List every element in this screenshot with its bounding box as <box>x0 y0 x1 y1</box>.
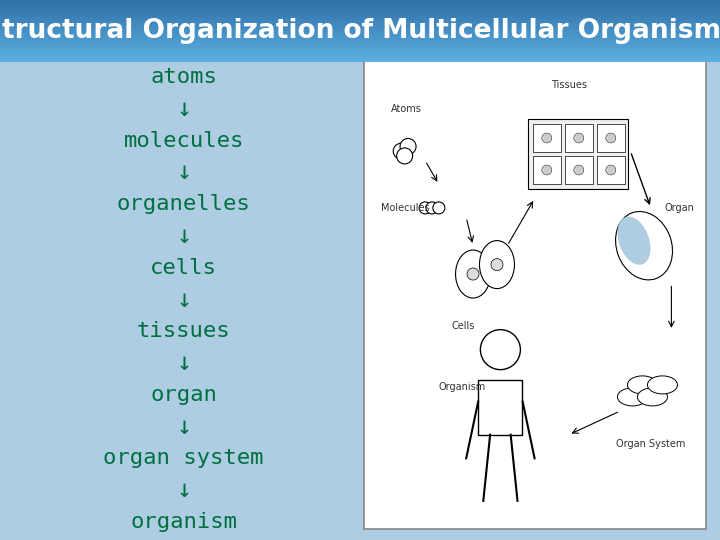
Text: Structural Organization of Multicellular Organisms: Structural Organization of Multicellular… <box>0 18 720 44</box>
Bar <box>0 12 720 14</box>
Circle shape <box>541 133 552 143</box>
Bar <box>533 156 561 184</box>
Bar <box>0 19 720 22</box>
Text: Organ System: Organ System <box>616 439 685 449</box>
Bar <box>0 23 720 25</box>
Bar <box>0 58 720 60</box>
Bar <box>0 60 720 62</box>
Ellipse shape <box>618 388 647 406</box>
Bar <box>0 42 720 43</box>
Text: organism: organism <box>130 512 237 532</box>
Circle shape <box>541 165 552 175</box>
Bar <box>0 0 720 2</box>
Bar <box>0 18 720 20</box>
Text: atoms: atoms <box>150 67 217 87</box>
Bar <box>0 10 720 12</box>
Bar <box>564 124 593 152</box>
Circle shape <box>467 268 479 280</box>
Bar <box>0 32 720 34</box>
Text: ↓: ↓ <box>176 97 191 121</box>
Bar <box>597 156 625 184</box>
Ellipse shape <box>627 376 657 394</box>
Bar <box>0 14 720 16</box>
Text: Cells: Cells <box>451 321 474 331</box>
Text: ↓: ↓ <box>176 415 191 438</box>
Ellipse shape <box>637 388 667 406</box>
Ellipse shape <box>618 217 651 265</box>
Text: ↓: ↓ <box>176 478 191 502</box>
Bar <box>564 156 593 184</box>
Text: Organism: Organism <box>439 382 486 393</box>
Text: ↓: ↓ <box>176 160 191 185</box>
Text: Molecules: Molecules <box>381 203 429 213</box>
Text: ↓: ↓ <box>176 351 191 375</box>
Circle shape <box>606 133 616 143</box>
Circle shape <box>397 148 413 164</box>
Bar <box>0 54 720 56</box>
Circle shape <box>480 329 521 370</box>
Bar <box>478 380 523 435</box>
Circle shape <box>433 202 445 214</box>
Text: Atoms: Atoms <box>391 104 422 114</box>
Bar <box>0 49 720 51</box>
Text: Tissues: Tissues <box>551 80 587 90</box>
Text: cells: cells <box>150 258 217 278</box>
Circle shape <box>574 133 584 143</box>
Circle shape <box>491 259 503 271</box>
Bar <box>0 43 720 45</box>
Circle shape <box>400 138 416 154</box>
Circle shape <box>393 143 409 159</box>
Bar <box>0 17 720 18</box>
Bar <box>533 124 561 152</box>
Bar <box>0 24 720 26</box>
Bar <box>0 7 720 9</box>
Bar <box>0 30 720 32</box>
Bar <box>0 40 720 42</box>
Bar <box>0 3 720 5</box>
Bar <box>0 48 720 50</box>
Bar <box>0 26 720 28</box>
Text: ↓: ↓ <box>176 287 191 312</box>
Circle shape <box>574 165 584 175</box>
Ellipse shape <box>616 212 672 280</box>
Bar <box>0 57 720 59</box>
Bar <box>0 6 720 8</box>
Bar <box>528 119 628 189</box>
Text: molecules: molecules <box>123 131 244 151</box>
Bar <box>0 9 720 11</box>
Bar <box>0 46 720 48</box>
Text: Organ: Organ <box>665 203 694 213</box>
Text: tissues: tissues <box>137 321 230 341</box>
Ellipse shape <box>480 241 515 288</box>
Bar <box>0 15 720 17</box>
Bar <box>0 4 720 6</box>
Circle shape <box>606 165 616 175</box>
Bar <box>0 28 720 30</box>
Ellipse shape <box>456 250 490 298</box>
Text: organ: organ <box>150 385 217 405</box>
Bar <box>0 1 720 3</box>
Bar <box>0 52 720 54</box>
Bar <box>0 21 720 23</box>
Bar <box>0 38 720 40</box>
Bar <box>0 51 720 53</box>
Bar <box>0 55 720 57</box>
Bar <box>597 124 625 152</box>
Circle shape <box>426 202 438 214</box>
Bar <box>364 57 706 529</box>
Bar <box>0 29 720 31</box>
Bar <box>0 33 720 36</box>
Text: organelles: organelles <box>117 194 251 214</box>
Bar <box>0 44 720 46</box>
Ellipse shape <box>647 376 678 394</box>
Text: organ system: organ system <box>104 448 264 468</box>
Text: ↓: ↓ <box>176 224 191 248</box>
Bar <box>0 35 720 37</box>
Circle shape <box>419 202 431 214</box>
Bar <box>0 37 720 39</box>
